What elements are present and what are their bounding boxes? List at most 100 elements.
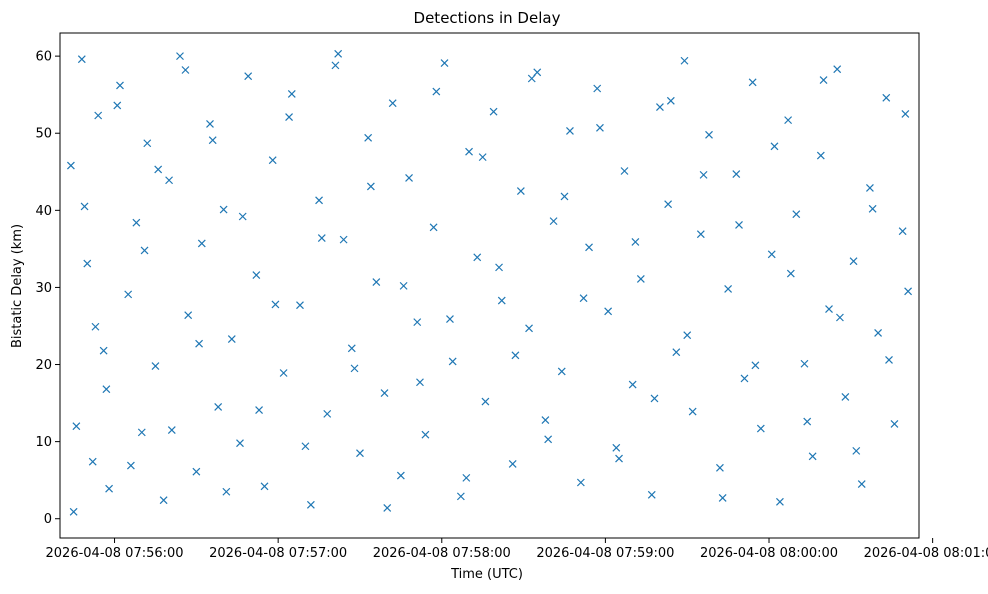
y-tick-label: 0 bbox=[44, 512, 52, 527]
data-point bbox=[527, 74, 536, 83]
data-point bbox=[238, 212, 247, 221]
data-point bbox=[285, 113, 293, 121]
data-point bbox=[323, 409, 332, 418]
data-point bbox=[315, 196, 323, 205]
data-point bbox=[718, 493, 727, 502]
data-point bbox=[650, 394, 659, 403]
data-point bbox=[683, 331, 692, 340]
data-point bbox=[770, 142, 779, 151]
data-point bbox=[478, 153, 487, 162]
data-point bbox=[835, 313, 844, 322]
data-point bbox=[666, 96, 675, 105]
data-point bbox=[631, 238, 640, 246]
data-point bbox=[317, 234, 326, 243]
data-point bbox=[94, 111, 103, 120]
data-point bbox=[77, 55, 86, 64]
data-point bbox=[596, 123, 604, 132]
x-tick-label: 2026-04-08 07:58:00 bbox=[373, 546, 511, 561]
data-point bbox=[620, 167, 629, 175]
data-point bbox=[448, 357, 457, 366]
y-axis-label: Bistatic Delay (km) bbox=[10, 224, 25, 348]
data-point bbox=[140, 246, 149, 255]
data-point bbox=[165, 176, 174, 185]
data-point bbox=[525, 324, 533, 333]
data-points bbox=[66, 49, 913, 516]
x-tick-label: 2026-04-08 07:57:00 bbox=[209, 546, 347, 561]
data-point bbox=[688, 407, 697, 416]
data-point bbox=[113, 101, 122, 110]
data-point bbox=[465, 147, 473, 156]
data-point bbox=[784, 116, 793, 125]
data-point bbox=[399, 281, 408, 290]
data-point bbox=[287, 89, 296, 98]
data-point bbox=[214, 403, 223, 411]
data-point bbox=[154, 165, 163, 174]
data-point bbox=[544, 435, 553, 444]
data-point bbox=[72, 422, 81, 431]
data-point bbox=[396, 471, 405, 480]
data-point bbox=[735, 221, 743, 229]
data-point bbox=[197, 239, 206, 248]
data-point bbox=[260, 482, 269, 491]
data-point bbox=[372, 278, 381, 286]
data-point bbox=[549, 217, 558, 226]
data-point bbox=[767, 250, 776, 259]
data-point bbox=[890, 419, 899, 428]
data-point bbox=[489, 107, 498, 116]
data-point bbox=[748, 78, 757, 87]
data-point bbox=[181, 66, 190, 74]
data-point bbox=[116, 81, 124, 90]
data-point bbox=[80, 202, 89, 211]
data-point bbox=[416, 378, 424, 387]
data-point bbox=[219, 205, 228, 214]
data-point bbox=[132, 218, 141, 227]
data-point bbox=[857, 480, 866, 488]
data-point bbox=[208, 136, 217, 145]
data-point bbox=[825, 305, 833, 313]
data-point bbox=[628, 380, 637, 389]
data-point bbox=[143, 139, 152, 148]
data-point bbox=[126, 461, 135, 470]
data-point bbox=[252, 271, 261, 280]
data-point bbox=[473, 253, 482, 262]
data-point bbox=[816, 151, 825, 160]
data-point bbox=[334, 49, 343, 58]
data-point bbox=[301, 442, 310, 451]
data-point bbox=[206, 120, 214, 128]
data-point bbox=[184, 311, 193, 320]
data-point bbox=[413, 318, 422, 327]
data-point bbox=[882, 93, 891, 102]
data-point bbox=[159, 496, 168, 505]
data-point bbox=[557, 367, 566, 376]
data-point bbox=[696, 230, 705, 239]
data-point bbox=[405, 174, 413, 182]
data-point bbox=[751, 361, 760, 370]
data-point bbox=[347, 344, 356, 353]
data-point bbox=[756, 424, 765, 433]
data-point bbox=[604, 307, 613, 316]
data-point bbox=[901, 110, 910, 118]
data-point bbox=[732, 170, 741, 179]
data-point bbox=[593, 84, 602, 93]
data-point bbox=[904, 287, 913, 296]
y-tick-label: 50 bbox=[35, 127, 52, 142]
data-point bbox=[647, 490, 656, 499]
data-point bbox=[279, 369, 288, 377]
data-point bbox=[440, 59, 449, 67]
data-point bbox=[167, 426, 176, 434]
x-axis-label: Time (UTC) bbox=[450, 567, 523, 582]
data-point bbox=[664, 200, 673, 209]
data-point bbox=[429, 223, 438, 232]
data-point bbox=[331, 61, 340, 70]
y-axis: 0 10 20 30 40 50 60 bbox=[35, 50, 60, 527]
data-point bbox=[91, 322, 100, 331]
data-point bbox=[508, 460, 517, 468]
data-point bbox=[388, 99, 397, 108]
data-point bbox=[656, 103, 664, 111]
data-point bbox=[236, 439, 244, 448]
data-point bbox=[244, 72, 253, 81]
data-point bbox=[636, 275, 645, 283]
data-point bbox=[819, 76, 828, 84]
data-point bbox=[680, 56, 689, 65]
